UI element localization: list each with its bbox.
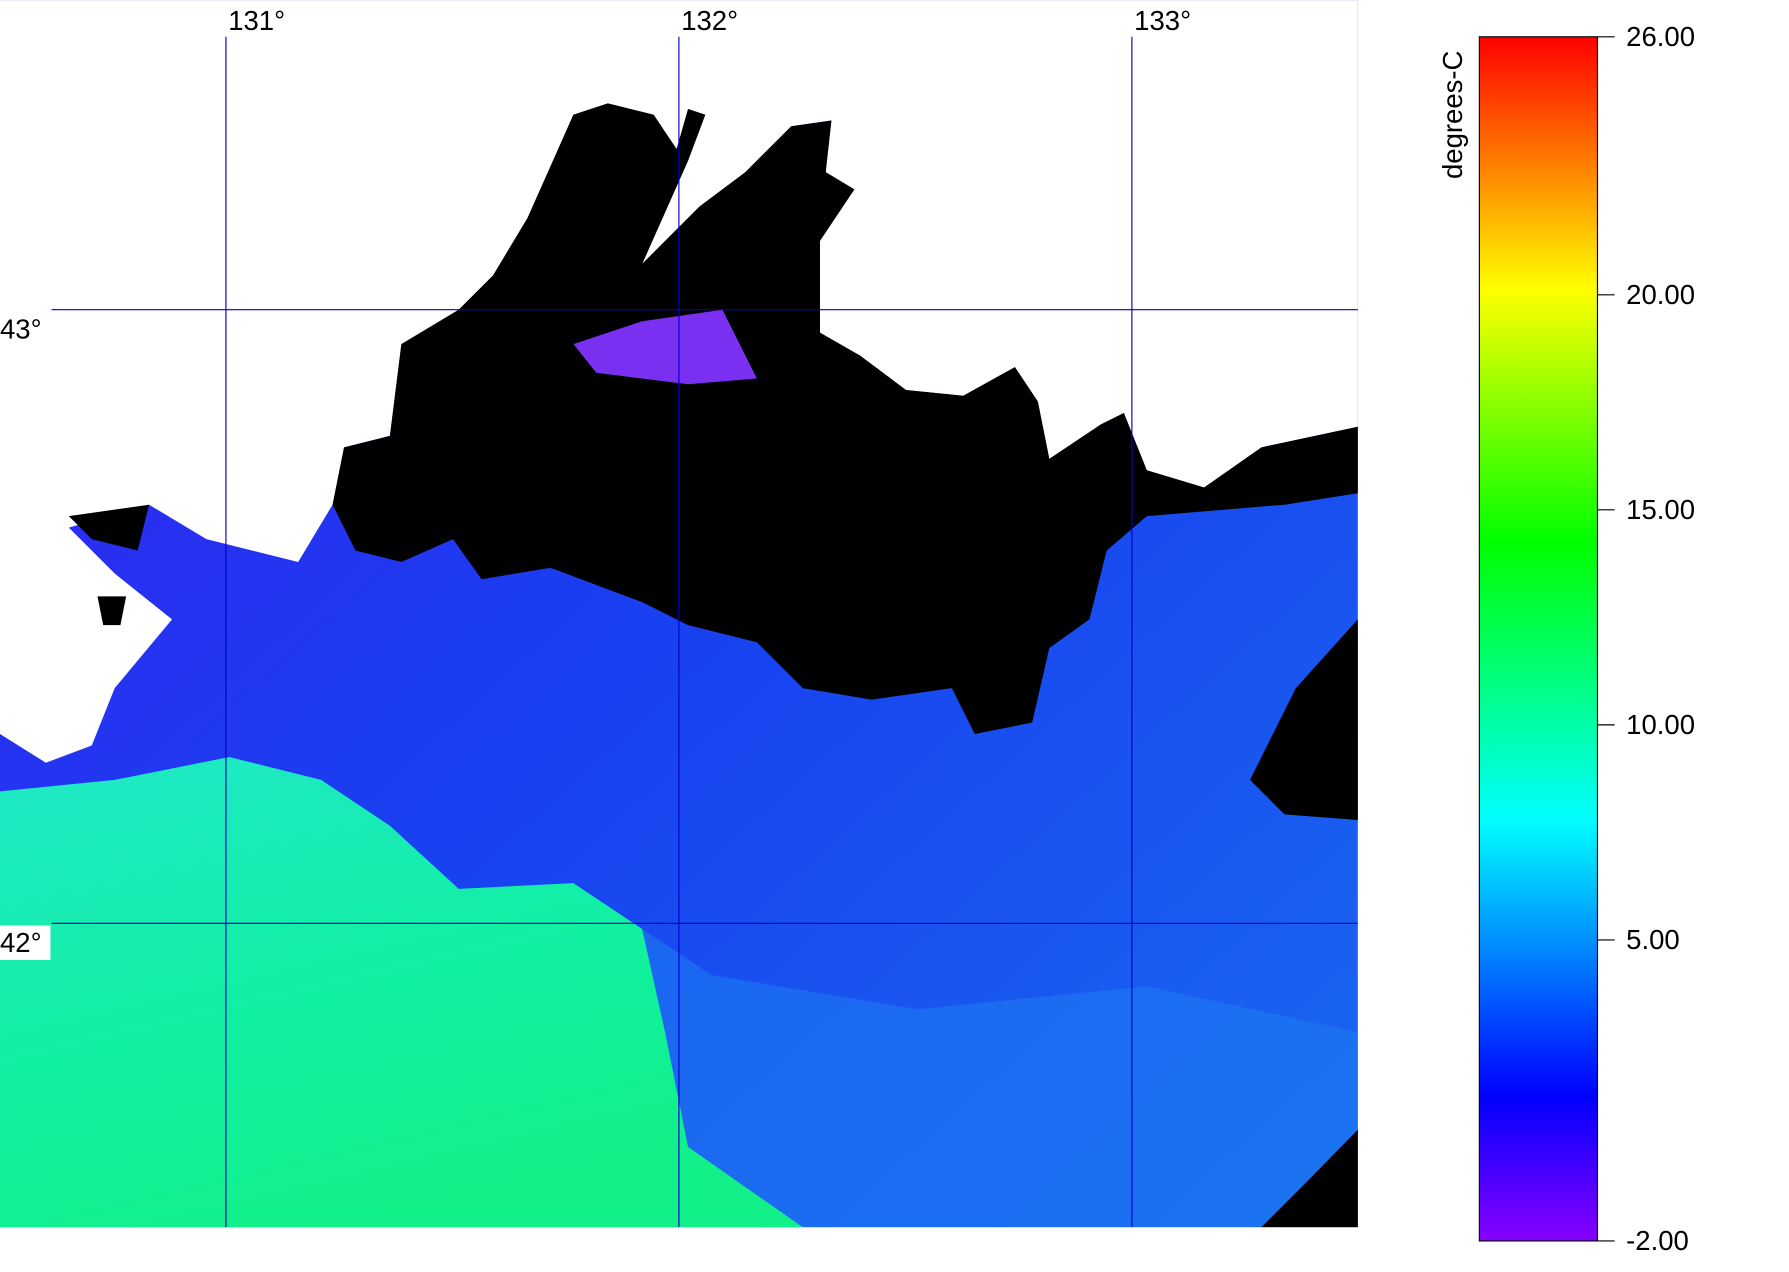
lat-label-bg [0,312,51,347]
land [1250,619,1358,821]
lon-label: 132° [681,5,738,36]
colorbar-label: degrees-C [1437,51,1468,179]
warm-water [0,756,803,1228]
colorbar-tick-label: 5.00 [1626,924,1680,955]
lat-label-bg [0,925,51,960]
island [68,504,150,626]
lon-label: 133° [1134,5,1191,36]
lon-label: 131° [228,5,285,36]
colorbar-tick-label: 10.00 [1626,709,1695,740]
colorbar-tick-label: -2.00 [1626,1225,1689,1256]
colorbar-tick-label: 26.00 [1626,21,1695,52]
colorbar [1478,36,1599,1242]
sea-shade [642,929,1358,1228]
colorbar-tick-label: 20.00 [1626,279,1695,310]
lat-label: 42° [0,927,42,958]
bay-water [573,309,757,385]
graticule: 131° 132° 133° 43° 42° [0,5,1358,1228]
colorbar-tick-label: 15.00 [1626,494,1695,525]
land [1261,1129,1358,1228]
lat-label: 43° [0,313,42,344]
no-data-area [0,0,1358,763]
land [332,103,1358,735]
